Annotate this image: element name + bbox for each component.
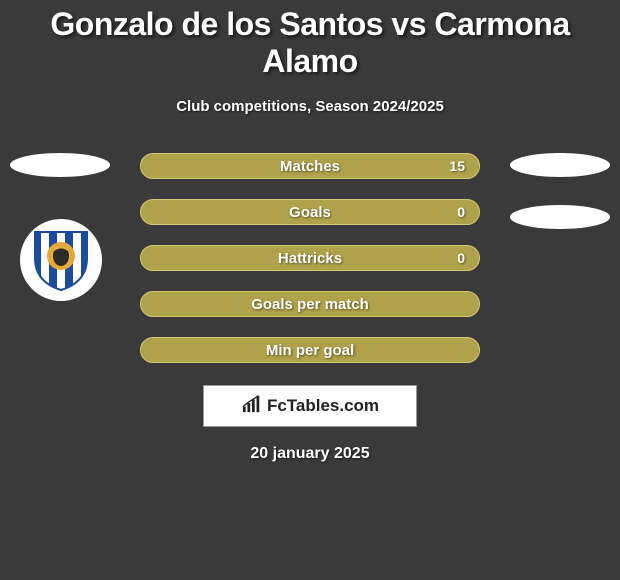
- page-title: Gonzalo de los Santos vs Carmona Alamo: [0, 0, 620, 80]
- stats-area: Matches 15 Goals 0 Hattricks 0 Goals per…: [0, 153, 620, 463]
- date-text: 20 january 2025: [0, 445, 620, 463]
- stat-label: Goals: [289, 204, 331, 221]
- stat-value: 15: [449, 158, 465, 174]
- stat-value: 0: [457, 204, 465, 220]
- bar-chart-icon: [241, 394, 263, 419]
- stat-row-goals: Goals 0: [140, 199, 480, 225]
- player-left-placeholder: [10, 153, 110, 177]
- stat-label: Goals per match: [251, 296, 369, 313]
- subtitle: Club competitions, Season 2024/2025: [0, 98, 620, 115]
- stat-row-min-per-goal: Min per goal: [140, 337, 480, 363]
- stat-label: Matches: [280, 158, 340, 175]
- stat-label: Min per goal: [266, 342, 354, 359]
- stat-row-hattricks: Hattricks 0: [140, 245, 480, 271]
- stat-rows: Matches 15 Goals 0 Hattricks 0 Goals per…: [140, 153, 480, 363]
- stat-label: Hattricks: [278, 250, 342, 267]
- stat-row-matches: Matches 15: [140, 153, 480, 179]
- player-right-placeholder-2: [510, 205, 610, 229]
- club-badge: [20, 219, 102, 301]
- stat-row-goals-per-match: Goals per match: [140, 291, 480, 317]
- brand-text: FcTables.com: [267, 396, 379, 416]
- club-shield-icon: [31, 228, 91, 292]
- brand-box[interactable]: FcTables.com: [203, 385, 417, 427]
- stat-value: 0: [457, 250, 465, 266]
- player-right-placeholder-1: [510, 153, 610, 177]
